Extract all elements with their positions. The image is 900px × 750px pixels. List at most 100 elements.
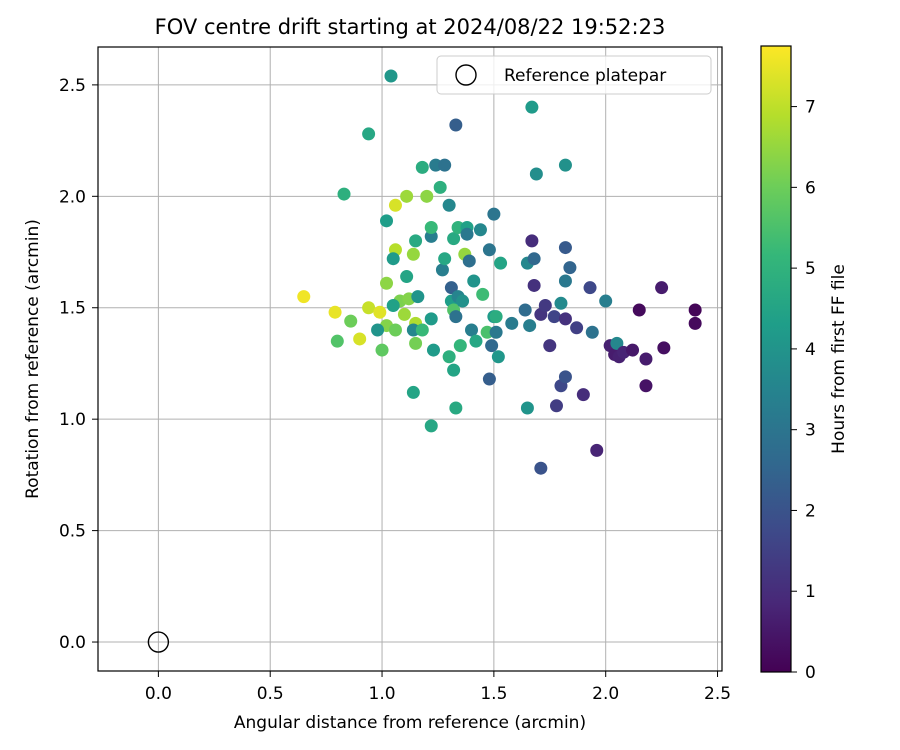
scatter-point	[409, 234, 423, 248]
scatter-point	[549, 399, 563, 413]
scatter-point	[362, 127, 376, 141]
scatter-point	[529, 167, 543, 181]
y-axis-ticks: 0.0 0.5 1.0 1.5 2.0 2.5	[59, 76, 98, 653]
scatter-point	[384, 69, 398, 83]
colorbar-tick-label: 1	[805, 582, 816, 602]
scatter-point	[449, 118, 463, 132]
scatter-point	[558, 274, 572, 288]
scatter-point	[386, 252, 400, 266]
x-axis-ticks: 0.0 0.5 1.0 1.5 2.0 2.5	[145, 671, 731, 704]
scatter-point	[688, 303, 702, 317]
scatter-point	[388, 198, 402, 212]
scatter-point	[518, 303, 532, 317]
scatter-point	[456, 294, 470, 308]
scatter-point	[476, 287, 490, 301]
x-tick-label: 2.5	[704, 684, 731, 704]
scatter-point	[576, 388, 590, 402]
scatter-point	[525, 100, 539, 114]
y-axis-label: Rotation from reference (arcmin)	[23, 219, 43, 499]
scatter-point	[491, 350, 505, 364]
scatter-point	[337, 187, 351, 201]
scatter-point	[380, 214, 394, 228]
reference-platepar-marker	[147, 631, 170, 653]
scatter-point	[424, 419, 438, 433]
scatter-point	[447, 363, 461, 377]
scatter-point	[462, 254, 476, 268]
scatter-point	[534, 461, 548, 475]
x-tick-label: 1.5	[480, 684, 507, 704]
scatter-point	[639, 379, 653, 393]
scatter-point	[388, 323, 402, 337]
scatter-point	[482, 243, 496, 257]
scatter-point	[420, 189, 434, 203]
scatter-point	[406, 323, 420, 337]
scatter-point	[487, 207, 501, 221]
scatter-point	[632, 303, 646, 317]
x-axis-label: Angular distance from reference (arcmin)	[234, 713, 586, 733]
scatter-point	[610, 336, 624, 350]
scatter-point	[558, 158, 572, 172]
scatter-point	[657, 341, 671, 355]
scatter-point	[438, 252, 452, 266]
scatter-point	[583, 281, 597, 295]
scatter-point	[480, 325, 494, 339]
y-tick-label: 0.5	[59, 522, 86, 542]
colorbar-tick-label: 7	[805, 98, 816, 118]
scatter-point	[525, 234, 539, 248]
x-tick-label: 0.0	[145, 684, 172, 704]
scatter-point	[442, 198, 456, 212]
colorbar-tick-label: 6	[805, 178, 816, 198]
colorbar-tick-label: 5	[805, 259, 816, 279]
scatter-point	[547, 310, 561, 324]
colorbar-label: Hours from first FF file	[829, 264, 849, 454]
grid	[98, 47, 722, 671]
scatter-point	[599, 294, 613, 308]
scatter-point	[585, 325, 599, 339]
scatter-point	[482, 372, 496, 386]
scatter-point	[558, 312, 572, 326]
legend-entry-reference-platepar: Reference platepar	[504, 66, 666, 86]
scatter-point	[543, 339, 557, 353]
scatter-point	[473, 223, 487, 237]
scatter-point	[489, 310, 503, 324]
scatter-point	[449, 401, 463, 415]
scatter-point	[433, 180, 447, 194]
y-tick-label: 2.0	[59, 187, 86, 207]
data-points	[147, 69, 702, 653]
scatter-point	[494, 256, 508, 270]
scatter-point	[449, 310, 463, 324]
legend: Reference platepar	[436, 55, 712, 95]
y-tick-label: 0.0	[59, 633, 86, 653]
colorbar-ticks: 0 1 2 3 4 5 6 7	[791, 98, 816, 683]
scatter-point	[469, 334, 483, 348]
scatter-point	[447, 232, 461, 246]
scatter-point	[435, 263, 449, 277]
scatter-point	[485, 339, 499, 353]
scatter-point	[451, 221, 465, 235]
x-tick-label: 2.0	[592, 684, 619, 704]
scatter-point	[520, 401, 534, 415]
y-tick-label: 1.0	[59, 410, 86, 430]
scatter-point	[373, 305, 387, 319]
scatter-point	[570, 321, 584, 335]
scatter-point	[411, 290, 425, 304]
scatter-point	[688, 316, 702, 330]
x-tick-label: 1.0	[369, 684, 396, 704]
scatter-point	[426, 343, 440, 357]
scatter-point	[386, 299, 400, 313]
scatter-point	[626, 343, 640, 357]
scatter-point	[467, 274, 481, 288]
scatter-point	[489, 325, 503, 339]
scatter-point	[429, 158, 443, 172]
scatter-point	[538, 299, 552, 313]
colorbar-tick-label: 4	[805, 340, 816, 360]
scatter-point	[371, 323, 385, 337]
scatter-point	[415, 323, 429, 337]
legend-marker-icon	[455, 64, 477, 86]
scatter-point	[465, 323, 479, 337]
colorbar: 0 1 2 3 4 5 6 7 Hours from first FF file	[760, 45, 849, 683]
scatter-point	[353, 332, 367, 346]
scatter-point	[406, 385, 420, 399]
scatter-point	[527, 278, 541, 292]
